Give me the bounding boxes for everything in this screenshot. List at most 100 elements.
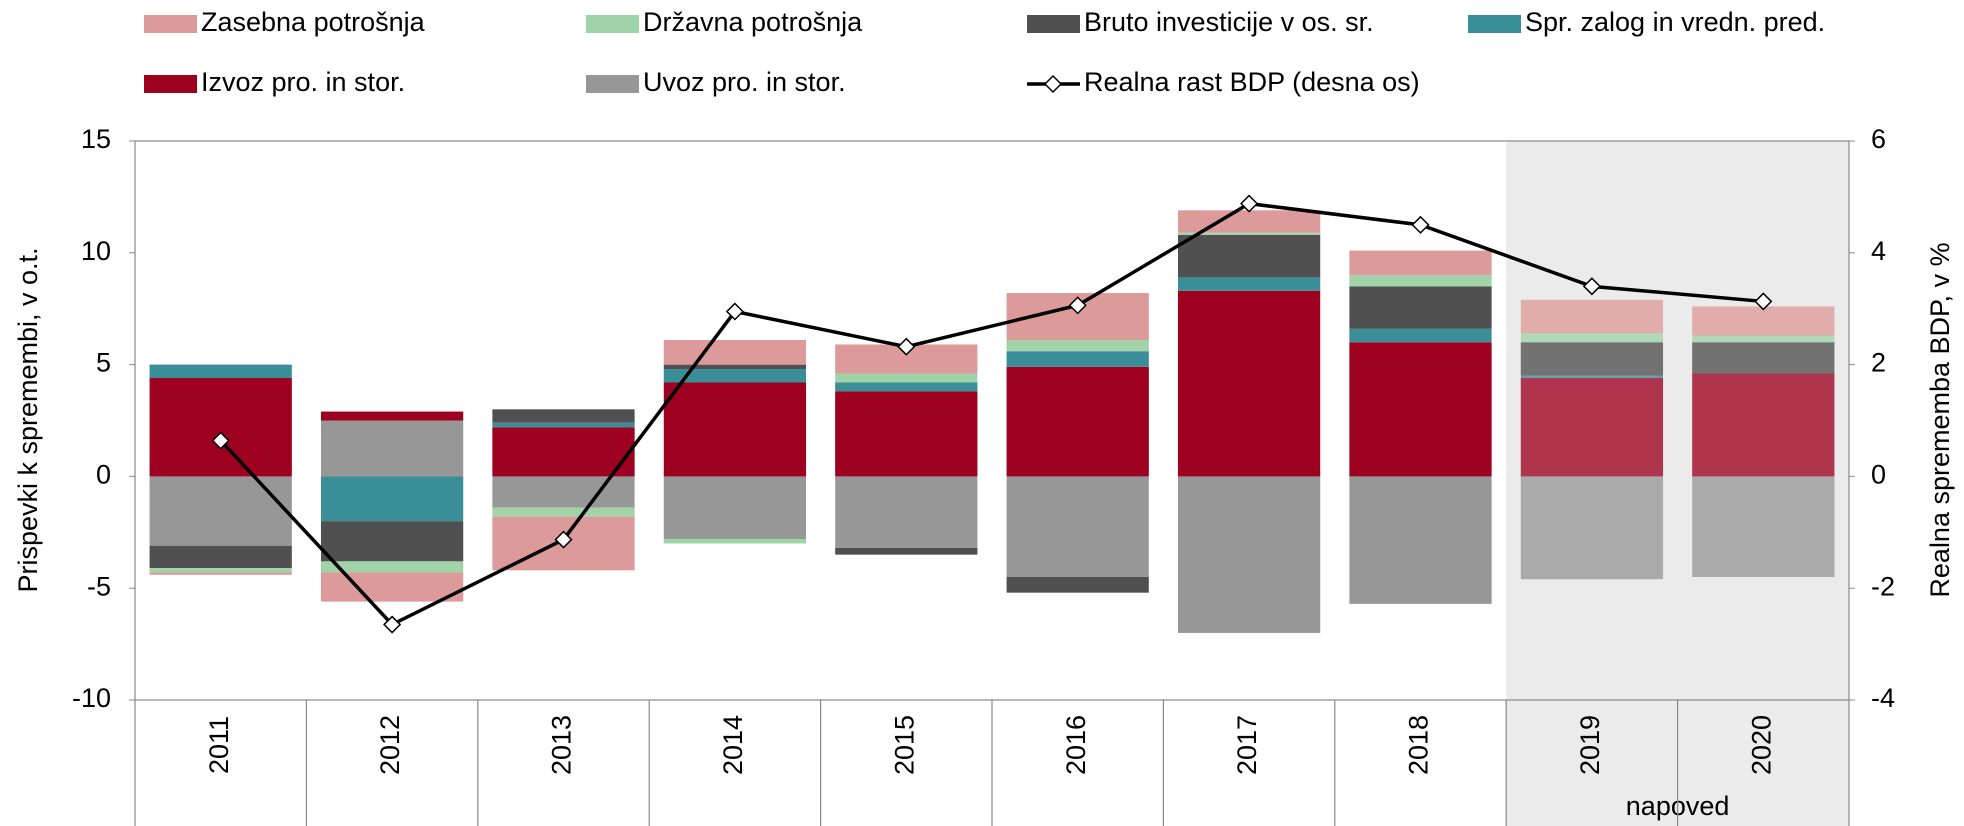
x-tick-label: 2019 bbox=[1575, 715, 1605, 775]
legend-swatch bbox=[586, 15, 639, 33]
bar-segment bbox=[835, 382, 978, 392]
bar-segment bbox=[1349, 286, 1492, 329]
line-marker bbox=[897, 337, 916, 356]
bar-segment bbox=[1349, 328, 1492, 343]
bar-segment bbox=[1006, 476, 1149, 578]
bar-segment bbox=[149, 364, 292, 379]
bar-segment bbox=[835, 476, 978, 548]
legend-swatch bbox=[144, 75, 197, 93]
bar-segment bbox=[1006, 340, 1149, 352]
x-tick-label: 2020 bbox=[1746, 715, 1776, 775]
bar-segment bbox=[1520, 299, 1664, 334]
bar-segment bbox=[320, 561, 464, 573]
bar-segment bbox=[663, 364, 807, 370]
line-series bbox=[219, 201, 1764, 627]
line-marker bbox=[725, 302, 744, 321]
x-tick-label: 2016 bbox=[1061, 715, 1091, 775]
bar-segment bbox=[835, 547, 978, 555]
bar-segment bbox=[320, 521, 464, 562]
bar-segment bbox=[149, 568, 292, 573]
y2-tick-label: -2 bbox=[1871, 571, 1895, 601]
y-tick-label: -10 bbox=[72, 683, 111, 713]
y2-tick-label: 6 bbox=[1871, 124, 1886, 154]
bar-segment bbox=[492, 476, 635, 508]
bar-segment bbox=[1692, 335, 1835, 343]
y-tick-label: 0 bbox=[96, 460, 111, 490]
legend-label: Izvoz pro. in stor. bbox=[201, 67, 405, 97]
bar-segment bbox=[1177, 232, 1321, 235]
bar-segment bbox=[1520, 333, 1664, 343]
bar-segment bbox=[492, 422, 635, 428]
bar-segment bbox=[835, 373, 978, 383]
legend-label: Zasebna potrošnja bbox=[201, 7, 426, 37]
line-marker bbox=[383, 615, 402, 634]
bar-segment bbox=[1520, 378, 1664, 477]
x-tick-label: 2013 bbox=[547, 715, 577, 775]
bar-segment bbox=[149, 476, 292, 546]
bar-segment bbox=[1692, 476, 1835, 578]
legend-swatch bbox=[586, 75, 639, 93]
bar-segment bbox=[1349, 250, 1492, 276]
bar-segment bbox=[492, 427, 635, 477]
bar-segment bbox=[492, 409, 635, 423]
bar-segment bbox=[320, 411, 464, 421]
bar-segment bbox=[1520, 476, 1664, 580]
x-tick-label: 2014 bbox=[718, 715, 748, 775]
x-tick-label: 2012 bbox=[375, 715, 405, 775]
bar-segment bbox=[835, 391, 978, 477]
legend-label: Bruto investicije v os. sr. bbox=[1084, 7, 1374, 37]
bar-segment bbox=[663, 476, 807, 540]
bar-segment bbox=[492, 507, 635, 517]
legend-swatch bbox=[1043, 74, 1063, 94]
bar-segment bbox=[1349, 476, 1492, 604]
y2-tick-label: 4 bbox=[1871, 236, 1886, 266]
bar-segment bbox=[320, 572, 464, 602]
legend-swatch bbox=[144, 15, 197, 33]
bar-segment bbox=[1006, 577, 1149, 593]
bar-segment bbox=[1520, 375, 1664, 379]
y-axis-label: Prispevki k spremembi, v o.t. bbox=[13, 247, 43, 592]
legend-label: Spr. zalog in vredn. pred. bbox=[1525, 7, 1825, 37]
x-tick-label: 2018 bbox=[1404, 715, 1434, 775]
bar-segment bbox=[1692, 306, 1835, 336]
x-tick-label: 2017 bbox=[1232, 715, 1262, 775]
line-marker bbox=[554, 530, 573, 549]
bar-segment bbox=[1177, 234, 1321, 278]
x-tick-label: 2015 bbox=[889, 715, 919, 775]
line-marker bbox=[1068, 296, 1087, 315]
bar-segment bbox=[149, 572, 292, 575]
y-tick-label: 5 bbox=[96, 348, 111, 378]
legend-label: Uvoz pro. in stor. bbox=[643, 67, 846, 97]
bar-segment bbox=[1177, 290, 1321, 477]
bar-segment bbox=[320, 476, 464, 522]
legend-label: Realna rast BDP (desna os) bbox=[1084, 67, 1420, 97]
line-marker bbox=[1240, 194, 1259, 213]
bar-segment bbox=[320, 420, 464, 477]
bar-segment bbox=[1349, 342, 1492, 477]
bar-segment bbox=[149, 378, 292, 477]
line-marker bbox=[1754, 292, 1773, 311]
bar-segment bbox=[1006, 366, 1149, 477]
legend-label: Državna potrošnja bbox=[643, 7, 863, 37]
bar-segment bbox=[1692, 373, 1835, 477]
bar-segment bbox=[1349, 275, 1492, 287]
bar-segment bbox=[663, 382, 807, 477]
line-marker bbox=[211, 431, 230, 450]
bar-segment bbox=[1520, 342, 1664, 376]
bar-segment bbox=[149, 545, 292, 569]
line-marker bbox=[1411, 215, 1430, 234]
bar-segment bbox=[1692, 342, 1835, 374]
y-tick-label: -5 bbox=[87, 571, 111, 601]
x-tick-label: 2011 bbox=[204, 716, 234, 774]
legend-swatch bbox=[1468, 15, 1521, 33]
y2-tick-label: 0 bbox=[1871, 460, 1886, 490]
bar-segment bbox=[1177, 476, 1321, 633]
y2-tick-label: 2 bbox=[1871, 348, 1886, 378]
bar-segment bbox=[1177, 277, 1321, 291]
y-tick-label: 10 bbox=[81, 236, 111, 266]
bar-segment bbox=[663, 340, 807, 365]
bar-segment bbox=[1006, 351, 1149, 367]
bar-segment bbox=[663, 369, 807, 383]
bar-segment bbox=[663, 539, 807, 544]
